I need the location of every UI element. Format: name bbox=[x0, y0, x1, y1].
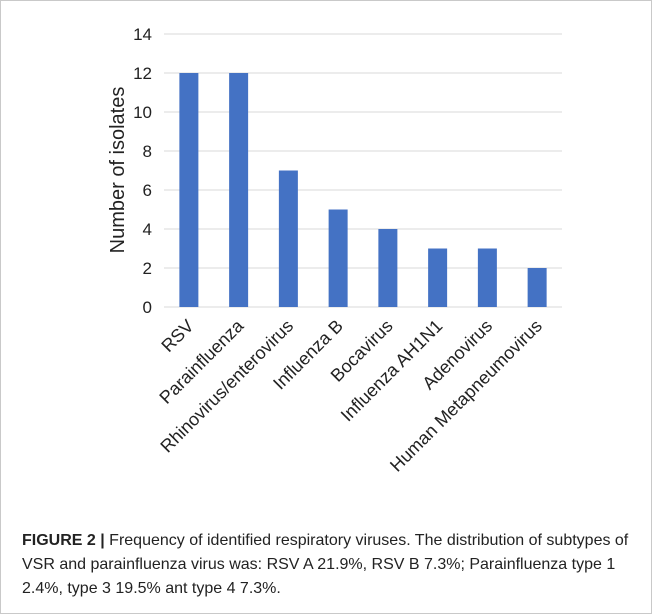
bar bbox=[378, 229, 398, 307]
y-tick-label: 8 bbox=[143, 142, 152, 161]
y-axis-title: Number of isolates bbox=[107, 87, 129, 254]
y-tick-labels: 0 2 4 6 8 10 12 14 bbox=[133, 25, 152, 317]
y-tick-label: 2 bbox=[143, 259, 152, 278]
bar bbox=[278, 170, 298, 307]
y-tick-label: 4 bbox=[143, 220, 152, 239]
y-tick-label: 10 bbox=[133, 103, 152, 122]
bar bbox=[229, 73, 249, 307]
figure-caption: FIGURE 2 | Frequency of identified respi… bbox=[22, 529, 632, 601]
bar bbox=[527, 268, 547, 307]
x-category-labels: RSVParainfluenzaRhinovirus/enterovirusIn… bbox=[155, 315, 545, 476]
bars bbox=[179, 73, 547, 307]
y-tick-label: 12 bbox=[133, 64, 152, 83]
bar bbox=[477, 248, 497, 307]
y-tick-label: 14 bbox=[133, 25, 152, 44]
figure-label: FIGURE 2 | bbox=[22, 532, 105, 549]
x-category-label: RSV bbox=[157, 316, 197, 356]
y-tick-label: 0 bbox=[143, 298, 152, 317]
bar bbox=[328, 209, 348, 307]
bar-chart: 0 2 4 6 8 10 12 14 RSVParainfluenzaRhinovirus/e… bbox=[107, 25, 562, 476]
figure-caption-text: Frequency of identified respiratory viru… bbox=[22, 532, 629, 597]
bar bbox=[179, 73, 199, 307]
gridlines bbox=[164, 33, 562, 308]
y-tick-label: 6 bbox=[143, 181, 152, 200]
bar bbox=[428, 248, 448, 307]
